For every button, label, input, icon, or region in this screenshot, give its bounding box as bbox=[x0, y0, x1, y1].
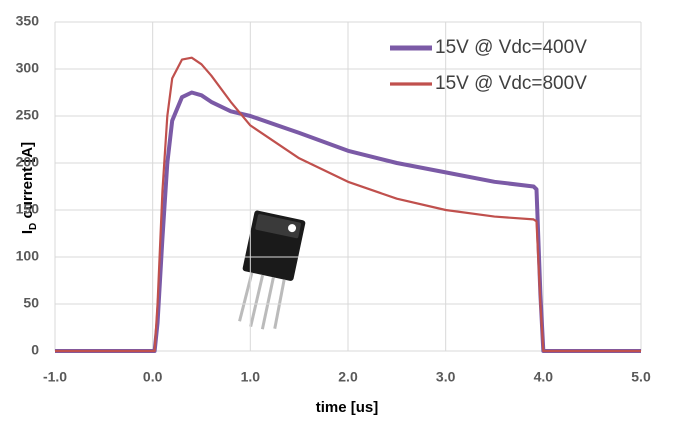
y-tick-label: 0 bbox=[31, 342, 39, 358]
plot-area: 0 50 100 150 200 250 300 350 -1.0 0.0 1.0 2.0 3.0 4.0… bbox=[16, 13, 651, 385]
y-tick-label: 200 bbox=[16, 154, 40, 170]
x-tick-label: 2.0 bbox=[338, 369, 358, 385]
y-axis-title-sub: D bbox=[28, 223, 39, 230]
y-tick-label: 350 bbox=[16, 13, 40, 29]
x-axis-title: time [us] bbox=[316, 399, 379, 416]
y-tick-label: 250 bbox=[16, 107, 40, 123]
x-tick-label: 3.0 bbox=[436, 369, 456, 385]
x-tick-label: 0.0 bbox=[143, 369, 163, 385]
legend-label: 15V @ Vdc=400V bbox=[435, 37, 587, 58]
y-tick-label: 50 bbox=[23, 295, 39, 311]
y-axis-title-main: I bbox=[19, 230, 36, 234]
y-tick-label: 100 bbox=[16, 248, 40, 264]
x-tick-label: 1.0 bbox=[241, 369, 261, 385]
legend-label: 15V @ Vdc=800V bbox=[435, 73, 587, 94]
x-tick-label: 5.0 bbox=[631, 369, 651, 385]
device-image bbox=[238, 210, 306, 330]
x-tick-label: 4.0 bbox=[534, 369, 554, 385]
y-tick-label: 150 bbox=[16, 201, 40, 217]
y-axis-title: ID current [A] bbox=[19, 142, 39, 234]
x-tick-label: -1.0 bbox=[43, 369, 67, 385]
y-tick-label: 300 bbox=[16, 60, 40, 76]
data-line bbox=[55, 56, 641, 353]
y-axis-title-rest: current [A] bbox=[19, 142, 36, 223]
